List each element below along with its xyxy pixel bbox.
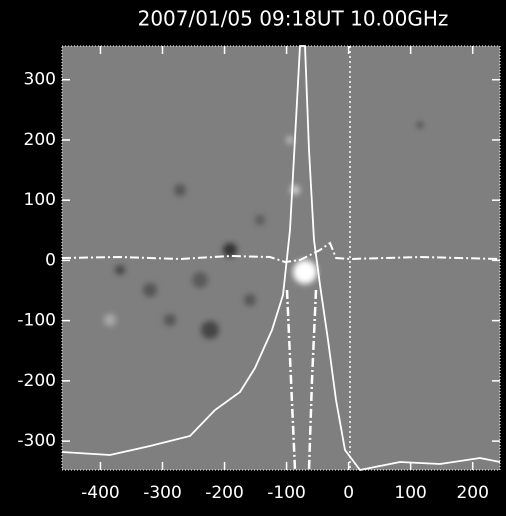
vertical-profile [285, 289, 318, 471]
y-tick-label: 0 [45, 250, 56, 270]
plot-area [61, 45, 501, 471]
y-tick-label: -200 [17, 371, 56, 391]
horizontal-profile [61, 241, 501, 264]
magnetic-features [104, 122, 423, 339]
x-tick-label: 200 [456, 483, 488, 503]
y-tick-label: -100 [17, 311, 56, 331]
frame [61, 45, 501, 471]
y-tick-label: 300 [24, 70, 56, 90]
x-tick-label: -400 [81, 483, 120, 503]
y-tick-label: -300 [17, 431, 56, 451]
chart-title: 2007/01/05 09:18UT 10.00GHz [138, 7, 449, 31]
x-tick-label: 0 [343, 483, 354, 503]
x-tick-label: 100 [394, 483, 426, 503]
y-tick-label: 100 [24, 190, 56, 210]
x-tick-label: -300 [143, 483, 182, 503]
magnetogram [62, 46, 500, 470]
y-tick-label: 200 [24, 130, 56, 150]
x-tick-label: -100 [267, 483, 306, 503]
x-tick-label: -200 [205, 483, 244, 503]
